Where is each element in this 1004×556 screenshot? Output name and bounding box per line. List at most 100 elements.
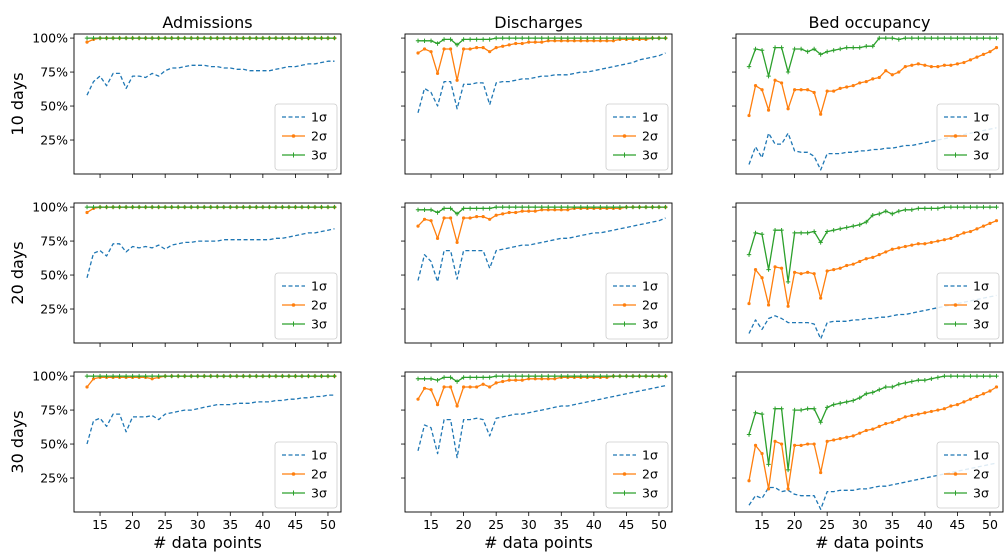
- x-tick-label: 50: [651, 517, 667, 532]
- data-point: [520, 35, 525, 41]
- x-tick-label: 50: [320, 517, 336, 532]
- data-point: [585, 373, 590, 379]
- data-point: [500, 204, 505, 210]
- y-tick-label: 75%: [40, 65, 68, 80]
- data-point: [831, 227, 836, 233]
- data-point: [84, 204, 90, 210]
- data-point: [656, 204, 662, 210]
- data-point: [533, 209, 537, 213]
- data-point: [779, 81, 784, 85]
- data-point: [507, 378, 511, 382]
- legend: 1σ 2σ 3σ: [274, 441, 338, 509]
- data-point: [553, 39, 557, 43]
- data-point: [169, 204, 174, 210]
- data-point: [832, 268, 836, 272]
- data-point: [467, 206, 473, 211]
- data-point: [506, 35, 512, 41]
- data-point: [442, 385, 446, 389]
- data-point: [441, 375, 447, 380]
- data-point: [792, 46, 797, 52]
- data-point: [643, 35, 649, 41]
- data-point: [312, 35, 318, 41]
- data-point: [837, 226, 843, 232]
- legend-box: [936, 272, 1000, 340]
- data-point: [162, 373, 168, 379]
- data-point: [909, 207, 915, 212]
- data-point: [948, 204, 954, 210]
- data-point: [851, 398, 856, 403]
- x-tick-label: 30: [190, 517, 206, 532]
- x-tick-label: 15: [754, 517, 770, 532]
- data-point: [845, 85, 849, 89]
- data-point: [643, 204, 649, 210]
- data-point: [831, 48, 836, 53]
- data-point: [994, 385, 999, 389]
- series-group: [415, 204, 668, 283]
- data-point: [962, 231, 966, 235]
- x-tick-label: 30: [521, 517, 537, 532]
- data-point: [546, 35, 551, 41]
- data-point: [428, 38, 434, 43]
- y-tick-label: 75%: [40, 403, 68, 418]
- data-point: [559, 39, 563, 43]
- data-point: [299, 35, 305, 41]
- data-point: [487, 375, 492, 380]
- data-point: [604, 204, 610, 210]
- data-point: [156, 35, 161, 41]
- data-point: [779, 406, 784, 411]
- data-point: [766, 462, 771, 467]
- data-point: [104, 373, 109, 379]
- data-point: [526, 204, 531, 210]
- series-line-1sigma: [86, 60, 335, 96]
- data-point: [916, 412, 920, 416]
- data-point: [922, 35, 928, 41]
- data-point: [475, 385, 479, 389]
- data-point: [221, 373, 226, 379]
- data-point: [559, 373, 564, 379]
- data-point: [208, 204, 213, 210]
- data-point: [559, 208, 563, 212]
- legend-label: 3σ: [642, 317, 658, 332]
- data-point: [578, 204, 584, 210]
- data-point: [254, 204, 259, 210]
- data-point: [630, 35, 636, 41]
- data-point: [175, 204, 181, 210]
- data-point: [578, 35, 584, 41]
- data-point: [883, 35, 888, 41]
- x-tick-label: 15: [92, 517, 108, 532]
- data-point: [435, 210, 440, 215]
- data-point: [877, 75, 881, 80]
- data-point: [572, 35, 577, 41]
- data-point: [435, 377, 440, 383]
- data-point: [968, 229, 973, 234]
- data-point: [987, 204, 993, 210]
- data-point: [961, 35, 967, 41]
- data-point: [806, 442, 810, 446]
- data-point: [851, 434, 855, 438]
- row-label: 20 days: [8, 241, 27, 304]
- data-point: [786, 107, 790, 111]
- data-point: [110, 204, 116, 210]
- data-point: [766, 73, 771, 79]
- data-point: [890, 35, 895, 41]
- data-point: [759, 48, 765, 53]
- data-point: [85, 385, 89, 389]
- data-point: [604, 35, 610, 41]
- data-point: [566, 208, 570, 212]
- data-point: [844, 399, 849, 405]
- series-group: [84, 373, 337, 445]
- data-point: [215, 204, 220, 210]
- data-point: [916, 206, 921, 211]
- data-point: [871, 77, 875, 81]
- data-point: [598, 35, 603, 41]
- data-point: [189, 35, 194, 41]
- data-point: [546, 204, 551, 210]
- data-point: [149, 373, 155, 379]
- data-point: [546, 208, 550, 212]
- data-point: [760, 88, 764, 92]
- data-point: [897, 246, 901, 250]
- data-point: [753, 46, 758, 52]
- data-point: [422, 386, 427, 390]
- data-point: [935, 206, 941, 211]
- legend-label: 1σ: [311, 448, 327, 463]
